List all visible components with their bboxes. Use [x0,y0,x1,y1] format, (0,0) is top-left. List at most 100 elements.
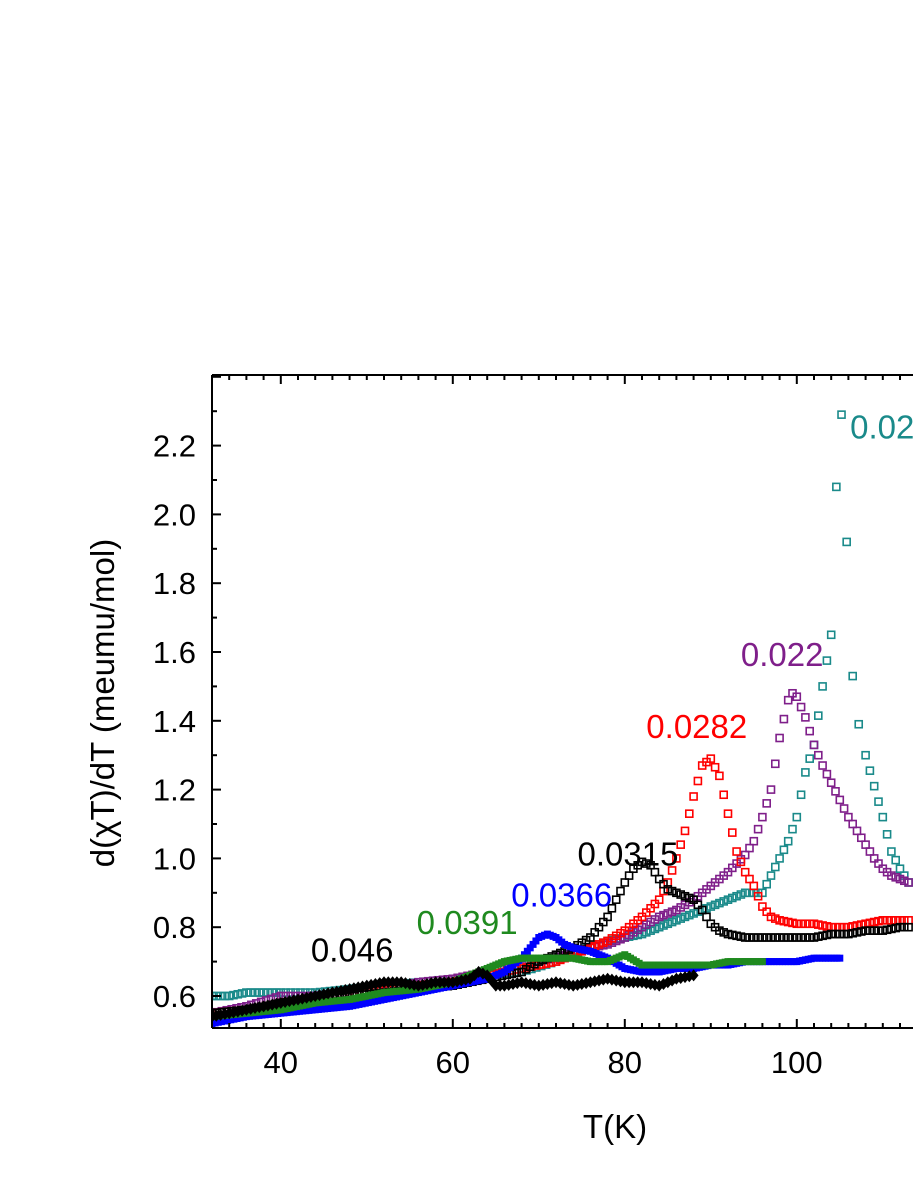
data-point [836,954,844,962]
data-point [242,988,251,997]
series-label: 0.022 [741,636,824,673]
data-point [689,792,698,801]
data-point [220,991,230,1001]
data-point [611,895,621,904]
data-point [775,854,784,863]
data-point [676,840,686,849]
data-point [822,656,832,665]
data-point [758,958,766,966]
data-point [512,968,521,978]
data-point [732,931,741,941]
data-point [842,537,851,547]
data-point [689,909,698,918]
data-point [856,833,866,843]
data-point [766,785,776,794]
series-label: 0.046 [311,932,394,969]
data-point [693,776,703,786]
data-markers [212,410,913,1028]
data-point [517,967,526,977]
data-point [749,836,759,846]
data-point [809,740,819,750]
data-point [904,878,913,887]
data-point [246,988,255,997]
data-point [616,886,625,896]
data-point [831,787,840,796]
data-point [895,864,905,874]
data-point [688,969,699,982]
data-point [229,990,238,1000]
data-point [667,907,677,917]
y-tick-label: 1.8 [153,566,196,601]
y-tick-label: 1.0 [153,841,196,876]
data-point [684,809,694,818]
data-point [852,826,862,836]
data-point [770,759,780,769]
data-point [796,790,806,800]
data-point [861,750,870,760]
data-point [745,874,754,884]
data-point [854,719,864,729]
data-point [792,812,802,822]
data-point [654,895,664,904]
data-point [887,847,896,856]
data-point [233,989,243,999]
data-point [865,766,875,775]
data-point [822,769,832,779]
data-point [779,714,789,724]
data-point [835,795,845,805]
data-point [646,903,655,913]
axes-frame [211,374,913,1029]
data-point [861,840,870,849]
y-tick-label: 2.2 [153,429,196,464]
series-0-046 [212,965,699,1023]
data-point [801,713,810,722]
data-point [779,845,789,855]
data-point [770,862,780,872]
data-point [861,926,870,935]
data-point [783,836,793,846]
series-label: 0.0366 [511,877,612,914]
data-point [832,482,841,492]
data-point [672,854,681,863]
data-point [813,750,823,760]
data-point [689,895,698,904]
data-point [826,778,836,788]
data-point [882,830,892,839]
data-point [732,847,741,856]
data-point [788,824,797,834]
data-point [783,695,793,705]
data-point [801,768,810,777]
data-point [775,916,784,925]
data-point [818,682,827,691]
y-tick-label: 1.4 [153,704,196,739]
y-tick-label: 0.6 [153,979,196,1014]
data-point [792,692,802,702]
y-tick-label: 0.8 [153,910,196,945]
data-point [813,711,823,720]
data-point [667,866,677,875]
data-point [710,762,720,772]
data-point [753,824,763,834]
x-axis-title: T(K) [583,1108,647,1145]
data-point [667,886,677,896]
data-point [805,754,815,763]
data-point [818,931,827,941]
data-point [796,702,806,712]
data-point [805,726,815,736]
data-point [775,733,784,743]
series-0-0391 [212,951,766,1021]
x-tick-label: 40 [264,1045,298,1080]
data-point [796,933,806,942]
series-label: 0.0391 [417,904,518,941]
data-point [796,919,806,929]
data-point [882,916,892,925]
y-tick-label: 1.6 [153,635,196,670]
series-label: 0.0282 [646,708,747,745]
data-point [255,988,264,997]
data-point [753,933,763,942]
data-point [809,740,819,750]
data-point [581,935,591,945]
data-point [826,630,836,640]
data-point [732,891,741,901]
data-point [848,671,858,681]
